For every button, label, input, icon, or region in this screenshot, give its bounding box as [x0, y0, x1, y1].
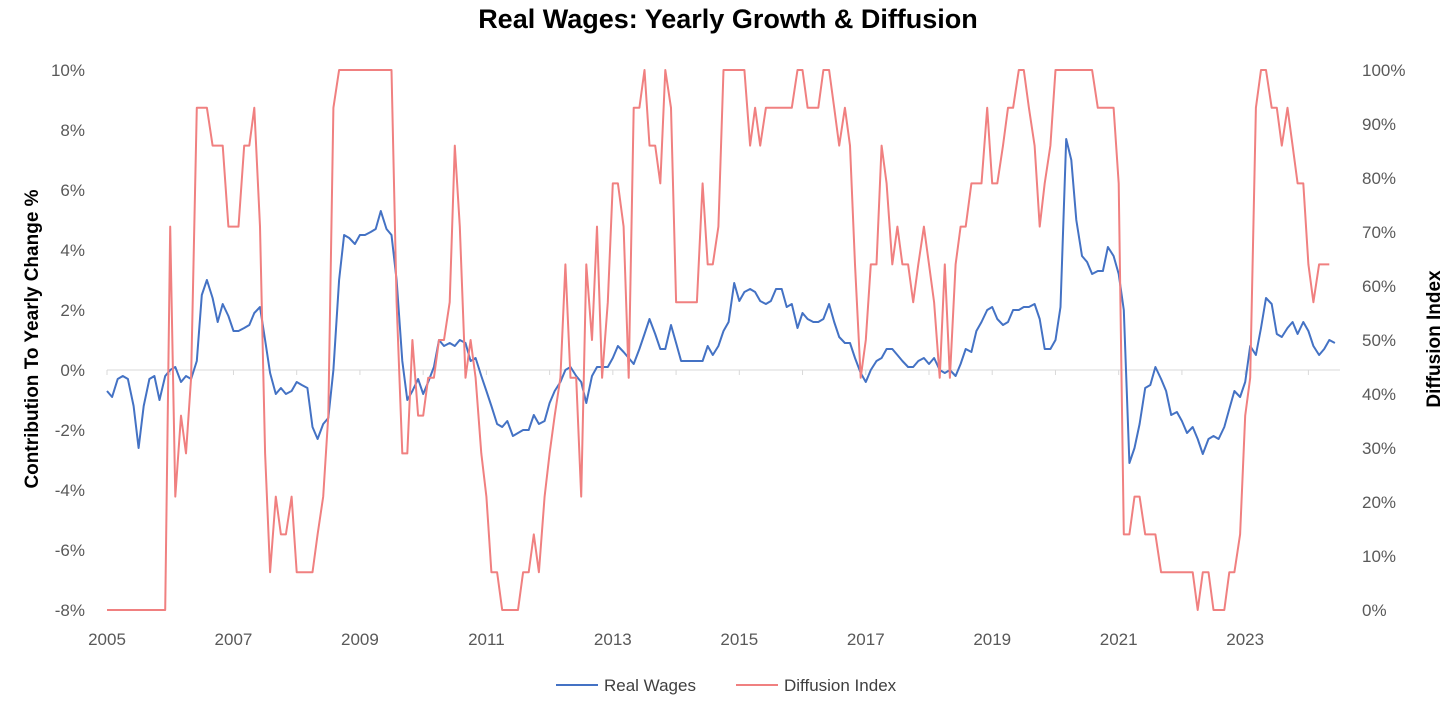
x-tick-label: 2023	[1226, 630, 1264, 649]
right-axis-title: Diffusion Index	[1424, 270, 1445, 408]
legend-item-diffusion-index: Diffusion Index	[736, 676, 897, 695]
y-left-tick-label: -6%	[55, 541, 85, 560]
y-right-tick-label: 80%	[1362, 169, 1396, 188]
y-right-tick-label: 90%	[1362, 115, 1396, 134]
y-left-tick-label: -2%	[55, 421, 85, 440]
x-tick-label: 2015	[720, 630, 758, 649]
y-left-tick-label: -4%	[55, 481, 85, 500]
y-right-tick-label: 20%	[1362, 493, 1396, 512]
x-tick-label: 2007	[215, 630, 253, 649]
chart-title: Real Wages: Yearly Growth & Diffusion	[478, 4, 978, 34]
y-right-tick-label: 0%	[1362, 601, 1387, 620]
legend: Real Wages Diffusion Index	[556, 676, 897, 695]
y-left-tick-label: -8%	[55, 601, 85, 620]
y-right-tick-label: 30%	[1362, 439, 1396, 458]
legend-label-diffusion-index: Diffusion Index	[784, 676, 897, 695]
y-left-tick-label: 4%	[60, 241, 85, 260]
x-tick-label: 2021	[1100, 630, 1138, 649]
y-right-tick-label: 70%	[1362, 223, 1396, 242]
y-left-tick-label: 8%	[60, 121, 85, 140]
series-line-real-wages	[106, 138, 1336, 464]
y-right-tick-label: 50%	[1362, 331, 1396, 350]
y-right-tick-label: 100%	[1362, 61, 1405, 80]
left-axis-title: Contribution To Yearly Change %	[22, 189, 43, 488]
x-tick-label: 2013	[594, 630, 632, 649]
series-line-diffusion-index	[107, 69, 1330, 611]
x-tick-label: 2005	[88, 630, 126, 649]
x-tick-label: 2019	[973, 630, 1011, 649]
y-right-tick-label: 40%	[1362, 385, 1396, 404]
y-right-tick-label: 10%	[1362, 547, 1396, 566]
x-tick-label: 2011	[468, 630, 505, 649]
y-left-tick-label: 2%	[60, 301, 85, 320]
y-right-tick-label: 60%	[1362, 277, 1396, 296]
y-left-tick-label: 10%	[51, 61, 85, 80]
y-left-tick-label: 6%	[60, 181, 85, 200]
x-tick-label: 2017	[847, 630, 885, 649]
x-tick-label: 2009	[341, 630, 379, 649]
y-left-tick-label: 0%	[60, 361, 85, 380]
legend-label-real-wages: Real Wages	[604, 676, 696, 695]
legend-item-real-wages: Real Wages	[556, 676, 696, 695]
